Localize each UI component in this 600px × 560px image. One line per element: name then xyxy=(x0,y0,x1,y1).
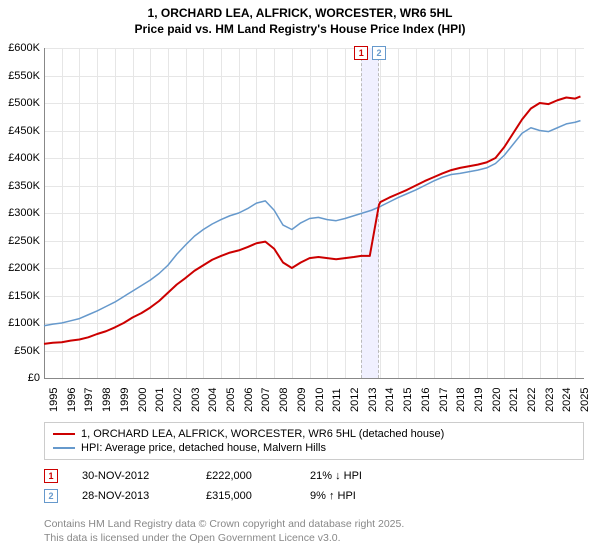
x-tick-label: 2017 xyxy=(438,388,450,412)
series-line xyxy=(44,96,580,344)
y-tick-label: £0 xyxy=(28,372,40,384)
legend-item: HPI: Average price, detached house, Malv… xyxy=(53,441,575,455)
x-tick-label: 2016 xyxy=(420,388,432,412)
x-tick-label: 2013 xyxy=(367,388,379,412)
footer-line-1: Contains HM Land Registry data © Crown c… xyxy=(44,518,404,532)
legend-swatch xyxy=(53,433,75,435)
y-tick-label: £550K xyxy=(8,70,40,82)
x-tick-label: 1999 xyxy=(119,388,131,412)
x-tick-label: 1998 xyxy=(101,388,113,412)
footer-line-2: This data is licensed under the Open Gov… xyxy=(44,532,404,546)
y-tick-label: £500K xyxy=(8,97,40,109)
x-tick-label: 2023 xyxy=(544,388,556,412)
y-tick-label: £100K xyxy=(8,317,40,329)
title-line-1: 1, ORCHARD LEA, ALFRICK, WORCESTER, WR6 … xyxy=(0,6,600,22)
legend-box: 1, ORCHARD LEA, ALFRICK, WORCESTER, WR6 … xyxy=(44,422,584,460)
transaction-price: £222,000 xyxy=(206,470,286,482)
chart-container: 1, ORCHARD LEA, ALFRICK, WORCESTER, WR6 … xyxy=(0,0,600,560)
title-line-2: Price paid vs. HM Land Registry's House … xyxy=(0,22,600,38)
x-tick-label: 2012 xyxy=(349,388,361,412)
line-chart-svg xyxy=(44,48,584,378)
transaction-price: £315,000 xyxy=(206,490,286,502)
y-tick-label: £450K xyxy=(8,125,40,137)
y-tick-label: £350K xyxy=(8,180,40,192)
chart-flag: 1 xyxy=(354,46,368,60)
x-tick-label: 2002 xyxy=(172,388,184,412)
x-tick-label: 2006 xyxy=(243,388,255,412)
x-tick-label: 2025 xyxy=(579,388,591,412)
transaction-date: 30-NOV-2012 xyxy=(82,470,182,482)
y-tick-label: £200K xyxy=(8,262,40,274)
x-tick-label: 2010 xyxy=(314,388,326,412)
legend-swatch xyxy=(53,447,75,449)
x-tick-label: 2001 xyxy=(154,388,166,412)
y-tick-label: £400K xyxy=(8,152,40,164)
transaction-row: 2 28-NOV-2013 £315,000 9% ↑ HPI xyxy=(44,486,400,506)
transactions-table: 1 30-NOV-2012 £222,000 21% ↓ HPI 2 28-NOV-201… xyxy=(44,466,400,506)
x-tick-label: 2014 xyxy=(384,388,396,412)
transaction-delta: 9% ↑ HPI xyxy=(310,490,400,502)
y-tick-label: £600K xyxy=(8,42,40,54)
transaction-delta: 21% ↓ HPI xyxy=(310,470,400,482)
chart-title: 1, ORCHARD LEA, ALFRICK, WORCESTER, WR6 … xyxy=(0,0,600,37)
x-tick-label: 2004 xyxy=(207,388,219,412)
x-tick-label: 2009 xyxy=(296,388,308,412)
x-tick-label: 2015 xyxy=(402,388,414,412)
transaction-row: 1 30-NOV-2012 £222,000 21% ↓ HPI xyxy=(44,466,400,486)
x-tick-label: 2021 xyxy=(508,388,520,412)
x-tick-label: 2008 xyxy=(278,388,290,412)
x-tick-label: 2011 xyxy=(331,388,343,412)
transaction-date: 28-NOV-2013 xyxy=(82,490,182,502)
x-tick-label: 2019 xyxy=(473,388,485,412)
transaction-flag: 1 xyxy=(44,469,58,483)
x-tick-label: 2007 xyxy=(260,388,272,412)
x-tick-label: 1997 xyxy=(83,388,95,412)
x-tick-label: 2022 xyxy=(526,388,538,412)
x-tick-label: 2000 xyxy=(137,388,149,412)
y-tick-label: £250K xyxy=(8,235,40,247)
x-tick-label: 2005 xyxy=(225,388,237,412)
x-tick-label: 2003 xyxy=(190,388,202,412)
y-tick-label: £150K xyxy=(8,290,40,302)
transaction-flag: 2 xyxy=(44,489,58,503)
x-tick-label: 2024 xyxy=(561,388,573,412)
x-axis-line xyxy=(44,378,584,379)
x-tick-label: 2020 xyxy=(491,388,503,412)
x-tick-label: 1996 xyxy=(66,388,78,412)
y-tick-label: £50K xyxy=(14,345,40,357)
x-tick-label: 1995 xyxy=(48,388,60,412)
legend-item: 1, ORCHARD LEA, ALFRICK, WORCESTER, WR6 … xyxy=(53,427,575,441)
legend-label: 1, ORCHARD LEA, ALFRICK, WORCESTER, WR6 … xyxy=(81,428,444,440)
y-tick-label: £300K xyxy=(8,207,40,219)
legend-label: HPI: Average price, detached house, Malv… xyxy=(81,442,326,454)
chart-flag: 2 xyxy=(372,46,386,60)
x-tick-label: 2018 xyxy=(455,388,467,412)
footer-attribution: Contains HM Land Registry data © Crown c… xyxy=(44,518,404,545)
